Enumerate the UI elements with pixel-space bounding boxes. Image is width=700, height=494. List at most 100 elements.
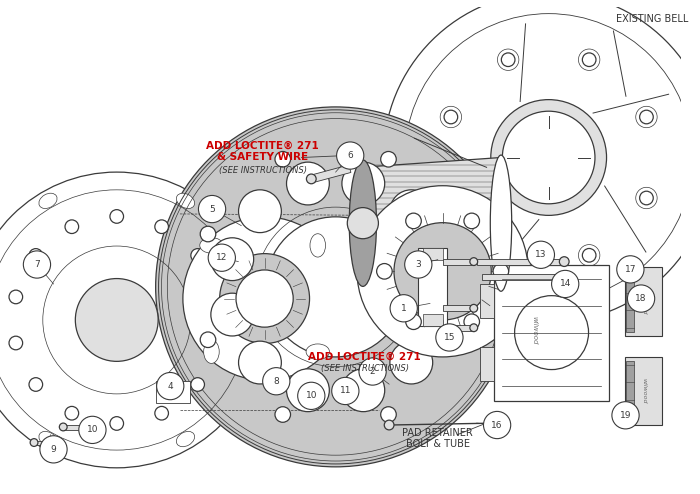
Circle shape xyxy=(640,110,653,124)
Circle shape xyxy=(527,241,554,268)
Circle shape xyxy=(183,217,346,380)
Ellipse shape xyxy=(176,431,195,447)
Bar xyxy=(34,441,62,446)
Circle shape xyxy=(199,196,225,223)
Circle shape xyxy=(559,257,569,266)
Bar xyxy=(480,347,494,381)
Circle shape xyxy=(265,217,406,357)
Circle shape xyxy=(405,251,432,278)
Circle shape xyxy=(157,372,184,400)
Text: 4: 4 xyxy=(167,381,173,391)
Text: 1: 1 xyxy=(401,304,407,313)
Circle shape xyxy=(418,293,461,336)
Circle shape xyxy=(394,223,491,320)
Bar xyxy=(624,357,661,425)
Circle shape xyxy=(444,110,458,124)
Circle shape xyxy=(390,294,417,322)
Circle shape xyxy=(347,207,379,239)
Ellipse shape xyxy=(490,155,512,291)
Circle shape xyxy=(60,423,67,431)
Circle shape xyxy=(0,172,265,468)
Circle shape xyxy=(191,378,204,391)
Circle shape xyxy=(220,253,309,343)
Text: BOLT & TUBE: BOLT & TUBE xyxy=(406,439,470,450)
Text: 12: 12 xyxy=(216,253,228,262)
Text: 15: 15 xyxy=(444,333,455,342)
Text: 6: 6 xyxy=(347,151,353,160)
Circle shape xyxy=(503,111,595,204)
Bar xyxy=(477,259,564,264)
Circle shape xyxy=(302,386,321,406)
Text: 14: 14 xyxy=(559,280,571,288)
Circle shape xyxy=(155,407,169,420)
Bar xyxy=(482,274,564,280)
Text: & SAFETY WIRE: & SAFETY WIRE xyxy=(217,152,308,163)
Circle shape xyxy=(493,263,509,279)
Circle shape xyxy=(624,260,640,275)
Circle shape xyxy=(470,258,477,265)
Circle shape xyxy=(381,152,396,167)
Circle shape xyxy=(286,162,329,205)
Circle shape xyxy=(9,290,22,304)
Circle shape xyxy=(211,293,253,336)
Circle shape xyxy=(640,191,653,205)
Circle shape xyxy=(332,377,359,405)
Circle shape xyxy=(612,402,639,429)
Circle shape xyxy=(491,100,606,215)
Circle shape xyxy=(275,152,290,167)
Circle shape xyxy=(110,416,123,430)
Text: wilwood: wilwood xyxy=(641,378,647,404)
Circle shape xyxy=(286,369,329,412)
Text: 3: 3 xyxy=(415,260,421,269)
Circle shape xyxy=(444,191,458,205)
Circle shape xyxy=(418,238,461,281)
Circle shape xyxy=(275,407,290,422)
Circle shape xyxy=(456,226,471,242)
Text: 13: 13 xyxy=(535,250,547,259)
Text: 18: 18 xyxy=(636,294,647,303)
Circle shape xyxy=(307,174,316,184)
Bar xyxy=(624,267,661,335)
Bar xyxy=(494,264,609,401)
Bar xyxy=(442,259,474,264)
Text: 10: 10 xyxy=(305,391,317,400)
Text: ADD LOCTITE® 271: ADD LOCTITE® 271 xyxy=(309,352,421,362)
Circle shape xyxy=(110,209,123,223)
Circle shape xyxy=(239,341,281,384)
Circle shape xyxy=(406,314,421,329)
Circle shape xyxy=(236,270,293,327)
Circle shape xyxy=(298,382,325,410)
Text: wilwood: wilwood xyxy=(531,316,538,344)
Text: 5: 5 xyxy=(209,205,215,213)
Circle shape xyxy=(262,368,290,395)
Circle shape xyxy=(484,412,511,439)
Circle shape xyxy=(514,295,589,370)
Circle shape xyxy=(200,332,216,348)
Circle shape xyxy=(582,248,596,262)
Text: 16: 16 xyxy=(491,420,503,429)
Ellipse shape xyxy=(310,234,326,257)
Text: wilwood: wilwood xyxy=(641,288,647,314)
Circle shape xyxy=(501,248,515,262)
Text: 7: 7 xyxy=(34,260,40,269)
Circle shape xyxy=(627,285,655,312)
Circle shape xyxy=(211,290,225,304)
Circle shape xyxy=(464,314,480,329)
Ellipse shape xyxy=(39,431,57,447)
Circle shape xyxy=(406,213,421,229)
Text: 17: 17 xyxy=(624,265,636,274)
Circle shape xyxy=(436,324,463,351)
Circle shape xyxy=(239,190,281,233)
Circle shape xyxy=(384,0,700,323)
Circle shape xyxy=(335,382,355,402)
Text: 2: 2 xyxy=(370,367,375,376)
Circle shape xyxy=(464,213,480,229)
Bar xyxy=(155,381,190,403)
Text: (SEE INSTRUCTIONS): (SEE INSTRUCTIONS) xyxy=(321,365,409,373)
Circle shape xyxy=(40,436,67,463)
Text: 11: 11 xyxy=(340,386,351,396)
Circle shape xyxy=(470,324,477,331)
Circle shape xyxy=(617,256,644,283)
Bar xyxy=(480,284,494,318)
Circle shape xyxy=(501,53,515,67)
